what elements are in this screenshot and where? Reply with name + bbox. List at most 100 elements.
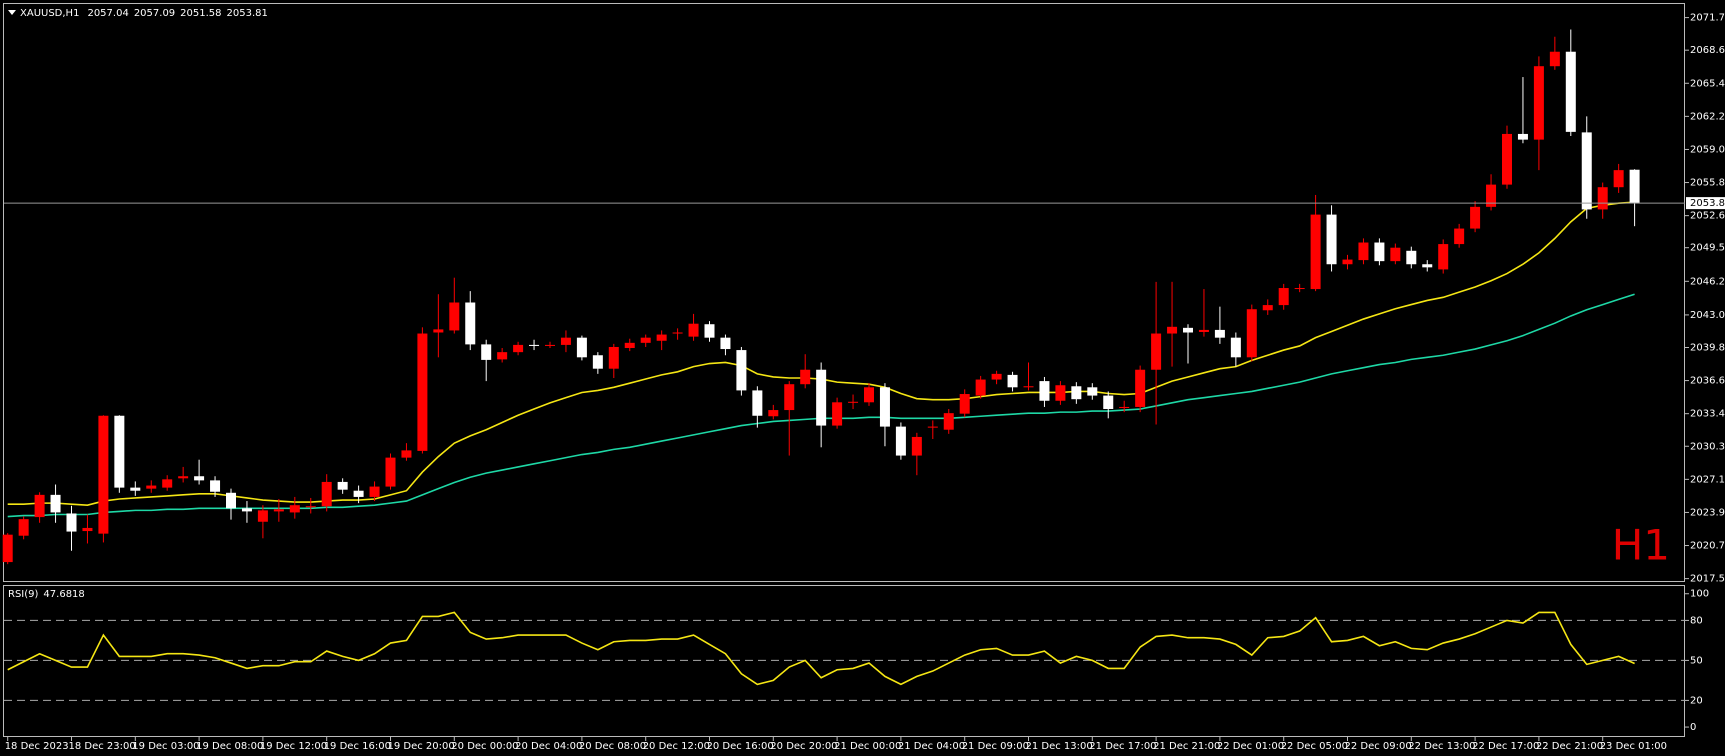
x-tick-label: 22 Dec 01:00: [1217, 741, 1284, 752]
candle-body: [257, 510, 268, 522]
candle-body: [1549, 51, 1560, 67]
candle-body: [226, 492, 236, 509]
candle-body: [1517, 133, 1528, 140]
y-tick-label: 2043.00: [1690, 310, 1725, 321]
candle-body: [1214, 329, 1225, 338]
candle-body: [1326, 214, 1337, 265]
candle-body: [816, 369, 827, 426]
candle-body: [1007, 374, 1018, 388]
candle-body: [1358, 242, 1369, 261]
candle-body: [1071, 386, 1082, 400]
candle-body: [273, 509, 284, 512]
candle-body: [1438, 244, 1449, 270]
y-tick-label: 2020.70: [1690, 541, 1725, 552]
x-tick-label: 21 Dec 21:00: [1153, 741, 1220, 752]
candle-body: [146, 485, 157, 489]
candle-body: [1486, 184, 1497, 207]
candle-body: [417, 333, 428, 451]
candle-body: [1470, 206, 1481, 229]
candle-body: [2, 534, 13, 563]
y-tick-label: 2052.60: [1690, 211, 1725, 222]
candle-body: [640, 337, 651, 343]
candle-body: [98, 415, 109, 534]
candle-body: [1374, 242, 1385, 262]
x-tick-label: 22 Dec 17:00: [1472, 741, 1539, 752]
x-tick-label: 21 Dec 04:00: [898, 741, 965, 752]
candle-body: [656, 334, 667, 341]
menu-arrow: [8, 10, 16, 15]
candle-body: [1246, 309, 1257, 358]
candle-body: [1055, 385, 1066, 401]
y-tick-label: 2027.10: [1690, 474, 1725, 485]
chart-title: XAUUSD,H1: [20, 8, 79, 19]
candle-body: [369, 486, 380, 497]
candle-body: [289, 505, 300, 513]
candle-body: [927, 426, 938, 428]
candle-body: [50, 494, 61, 513]
candle-body: [672, 332, 683, 334]
candle-body: [1533, 66, 1544, 140]
candle-body: [1230, 337, 1241, 358]
y-tick-label: 2062.20: [1690, 111, 1725, 122]
candle-body: [1278, 288, 1289, 306]
x-tick-label: 21 Dec 13:00: [1026, 741, 1093, 752]
x-tick-label: 19 Dec 20:00: [388, 741, 455, 752]
candle-body: [194, 476, 205, 481]
header-close: 2053.81: [227, 8, 268, 19]
candle-body: [1151, 333, 1162, 370]
x-tick-label: 19 Dec 16:00: [324, 741, 391, 752]
x-tick-label: 18 Dec 23:00: [69, 741, 136, 752]
rsi-panel-frame: [3, 585, 1685, 737]
x-tick-label: 20 Dec 00:00: [451, 741, 518, 752]
y-tick-label: 2065.40: [1690, 78, 1725, 89]
candle-body: [178, 476, 189, 479]
candle-body: [1390, 247, 1401, 262]
candle-body: [704, 324, 715, 338]
candle-body: [385, 457, 396, 487]
candle-body: [1565, 51, 1576, 132]
x-tick-label: 19 Dec 12:00: [260, 741, 327, 752]
candle-body: [752, 390, 763, 416]
y-tick-label: 20: [1690, 695, 1703, 706]
candle-body: [162, 479, 173, 488]
candle-body: [353, 490, 364, 497]
candle-body: [1135, 369, 1146, 407]
y-tick-label: 2059.00: [1690, 144, 1725, 155]
x-tick-label: 23 Dec 01:00: [1600, 741, 1667, 752]
y-tick-label: 2033.45: [1690, 409, 1725, 420]
x-tick-label: 20 Dec 08:00: [579, 741, 646, 752]
candle-body: [1422, 264, 1433, 268]
candle-body: [545, 344, 555, 346]
candle-body: [401, 450, 412, 458]
candle-body: [592, 355, 603, 369]
header-open: 2057.04: [87, 8, 128, 19]
x-tick-label: 18 Dec 2023: [5, 741, 69, 752]
timeframe-annotation: H1: [1612, 521, 1670, 570]
candle-body: [1262, 305, 1273, 311]
candle-body: [305, 506, 316, 508]
candle-body: [895, 426, 906, 456]
current-price-tag: [1686, 197, 1725, 210]
candle-body: [481, 344, 492, 360]
y-tick-label: 2023.90: [1690, 507, 1725, 518]
candle-body: [1183, 327, 1193, 333]
x-tick-label: 19 Dec 08:00: [196, 741, 263, 752]
candle-body: [1342, 259, 1353, 265]
x-tick-label: 20 Dec 04:00: [515, 741, 582, 752]
y-tick-label: 2071.75: [1690, 13, 1725, 24]
candle-body: [337, 481, 348, 490]
x-tick-label: 22 Dec 05:00: [1281, 741, 1348, 752]
candle-body: [784, 384, 795, 411]
candle-body: [736, 350, 747, 391]
x-tick-label: 21 Dec 17:00: [1089, 741, 1156, 752]
candle-body: [560, 337, 571, 345]
candle-body: [114, 415, 125, 488]
candle-body: [18, 519, 29, 536]
candle-body: [1039, 381, 1050, 401]
x-tick-label: 22 Dec 13:00: [1408, 741, 1475, 752]
x-tick-label: 20 Dec 12:00: [643, 741, 710, 752]
candle-body: [1103, 395, 1114, 410]
candle-body: [911, 436, 922, 456]
